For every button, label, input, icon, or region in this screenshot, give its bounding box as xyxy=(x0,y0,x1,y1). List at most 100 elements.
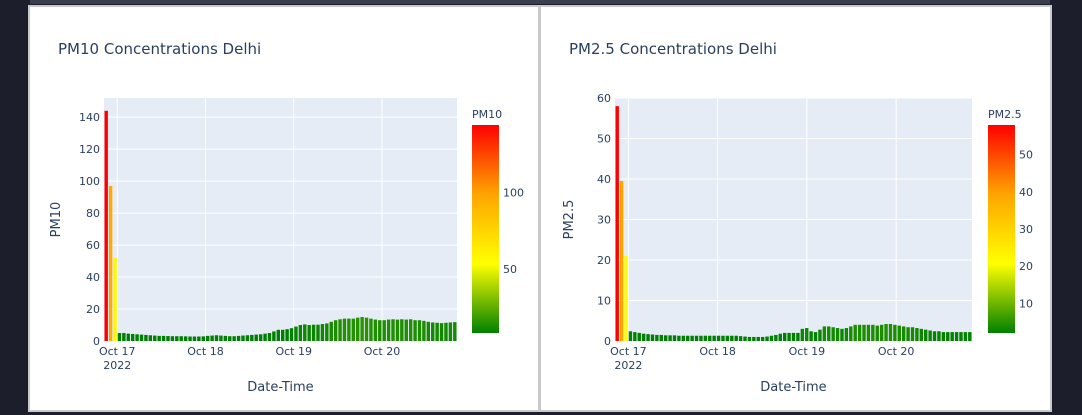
bar xyxy=(628,331,633,341)
bar xyxy=(712,335,716,341)
bar xyxy=(849,326,853,341)
bar xyxy=(417,320,422,341)
bar xyxy=(699,335,703,341)
bar xyxy=(404,319,408,341)
bar xyxy=(694,335,699,341)
bar xyxy=(884,323,888,341)
bar xyxy=(130,333,135,341)
bar xyxy=(258,334,263,341)
bar xyxy=(703,335,708,341)
bar xyxy=(422,320,426,341)
bar xyxy=(303,324,307,341)
bar xyxy=(307,325,311,341)
bar xyxy=(245,335,250,341)
x-axis-label: Date-Time xyxy=(760,380,826,395)
colorbar-tick-label: 50 xyxy=(1019,149,1033,162)
colorbar-tick-label: 10 xyxy=(1019,297,1033,310)
bar xyxy=(752,336,756,341)
bar xyxy=(236,335,241,341)
bar xyxy=(139,334,144,341)
bar xyxy=(946,332,950,341)
bar xyxy=(435,322,439,341)
bar xyxy=(888,323,893,341)
bar xyxy=(663,335,668,341)
colorbar-tick-label: 50 xyxy=(503,263,517,276)
bar xyxy=(382,320,386,341)
bar xyxy=(413,320,417,341)
bar xyxy=(210,335,214,341)
bar xyxy=(444,322,448,341)
bar xyxy=(840,328,844,341)
bar xyxy=(963,332,968,341)
y-tick-label: 0 xyxy=(604,335,611,348)
bar xyxy=(782,332,787,341)
y-axis-label: PM2.5 xyxy=(562,200,577,240)
y-tick-label: 60 xyxy=(86,239,100,252)
chart-title: PM10 Concentrations Delhi xyxy=(58,40,261,58)
bar xyxy=(760,336,765,341)
y-tick-label: 140 xyxy=(79,111,100,124)
bar xyxy=(787,332,791,341)
y-tick-label: 20 xyxy=(86,303,100,316)
colorbar xyxy=(472,125,499,333)
y-tick-label: 30 xyxy=(597,214,611,227)
bar xyxy=(818,329,822,341)
bar xyxy=(778,333,782,341)
bar xyxy=(650,334,655,341)
bar xyxy=(408,319,413,341)
bar xyxy=(122,333,126,341)
bar xyxy=(267,333,272,341)
y-tick-label: 120 xyxy=(79,143,100,156)
bar xyxy=(734,335,738,341)
x-tick-label: Oct 20 xyxy=(364,345,401,358)
bar xyxy=(690,335,694,341)
bar xyxy=(378,320,382,341)
bar xyxy=(725,335,730,341)
bar xyxy=(624,255,628,341)
bar xyxy=(108,185,113,341)
pm25-chart-svg: PM2.5 Concentrations Delhi 0 10 20 30 40 50 60 O… xyxy=(562,40,1033,395)
bar xyxy=(126,333,130,341)
bar xyxy=(721,335,725,341)
bar xyxy=(796,332,800,341)
bar xyxy=(431,322,435,341)
bar xyxy=(924,329,928,341)
bar xyxy=(201,336,205,341)
bar xyxy=(157,335,161,341)
bar xyxy=(395,319,400,341)
bar xyxy=(188,336,192,341)
colorbar-tick-label: 100 xyxy=(503,186,524,199)
bar xyxy=(866,324,871,341)
bar xyxy=(730,335,734,341)
bar xyxy=(765,336,769,341)
bar xyxy=(144,334,148,341)
bar xyxy=(219,335,223,341)
bar xyxy=(954,332,959,341)
y-tick-label: 10 xyxy=(597,295,611,308)
bar xyxy=(311,324,316,341)
bar xyxy=(338,319,342,341)
bar xyxy=(205,335,210,341)
bar xyxy=(400,319,404,341)
bar xyxy=(615,106,619,341)
colorbar-tick-label: 30 xyxy=(1019,223,1033,236)
bar xyxy=(686,335,690,341)
bar xyxy=(857,324,862,341)
bar xyxy=(800,328,805,341)
bar xyxy=(298,325,303,341)
bar xyxy=(681,335,686,341)
colorbar-tick-label: 20 xyxy=(1019,260,1033,273)
x-tick-year-label: 2022 xyxy=(614,359,642,372)
bar xyxy=(325,323,329,341)
bar xyxy=(250,334,254,341)
bar xyxy=(360,317,364,341)
bar xyxy=(910,327,915,341)
bar xyxy=(351,318,356,341)
bar xyxy=(329,321,333,341)
bar xyxy=(426,321,431,341)
x-tick-label: Oct 17 xyxy=(610,345,647,358)
bar xyxy=(179,336,183,341)
bar xyxy=(901,326,906,341)
bar xyxy=(232,336,236,341)
bar xyxy=(320,324,325,341)
